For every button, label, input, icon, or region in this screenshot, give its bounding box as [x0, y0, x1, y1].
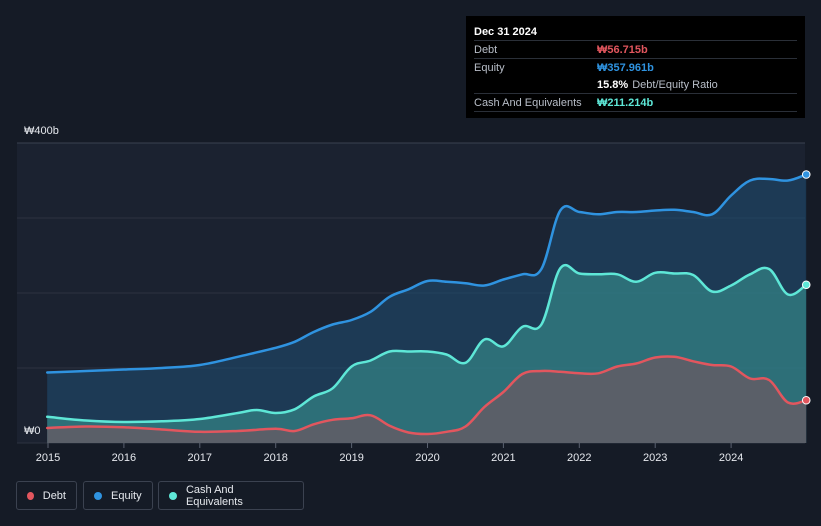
x-axis: 2015 2016 2017 2018 2019 2020 2021 2022 2023 2024	[36, 443, 743, 464]
tooltip-equity-row: Equity ₩357.961b	[474, 58, 797, 76]
y-tick-label-zero: ₩0	[24, 425, 41, 437]
legend-cash[interactable]: Cash And Equivalents	[158, 481, 304, 510]
tooltip-cash-label: Cash And Equivalents	[474, 96, 582, 109]
x-tick-label: 2024	[719, 452, 743, 464]
x-tick-label: 2019	[339, 452, 363, 464]
tooltip-debt-row: Debt ₩56.715b	[474, 40, 797, 58]
tooltip-cash-value: ₩211.214b	[597, 96, 654, 109]
debt-legend-dot	[27, 491, 34, 500]
cash-and-equivalents-line	[45, 263, 808, 424]
tooltip-debt-label: Debt	[474, 43, 498, 56]
y-tick-label-max: ₩400b	[24, 125, 59, 137]
legend-equity[interactable]: Equity	[83, 481, 153, 510]
x-tick-label: 2015	[36, 452, 60, 464]
debt-area	[47, 356, 807, 443]
tooltip-debt-value: ₩56.715b	[597, 43, 648, 56]
legend-equity-label: Equity	[111, 489, 142, 502]
x-tick-label: 2016	[112, 452, 136, 464]
tooltip-panel: Dec 31 2024 Debt ₩56.715b Equity ₩357.96…	[466, 16, 805, 118]
tooltip-ratio-value: 15.8%	[597, 78, 629, 91]
legend-cash-label: Cash And Equivalents	[185, 483, 243, 508]
tooltip-equity-label: Equity	[474, 61, 505, 74]
tooltip-date: Dec 31 2024	[474, 26, 537, 38]
debt-line	[45, 355, 808, 436]
cash-legend-dot	[169, 491, 177, 500]
equity-line	[45, 173, 808, 374]
series-lines	[45, 173, 808, 436]
legend-debt-label: Debt	[42, 489, 66, 502]
tooltip-ratio-label: Debt/Equity Ratio	[632, 78, 718, 91]
equity-legend-dot	[94, 491, 102, 500]
legend-debt[interactable]: Debt	[16, 481, 77, 510]
cash-and-equivalents-endpoint	[801, 280, 811, 290]
tooltip-equity-value: ₩357.961b	[597, 61, 654, 74]
x-tick-label: 2021	[491, 452, 515, 464]
series-endpoints	[801, 170, 811, 405]
tooltip-cash-row: Cash And Equivalents ₩211.214b	[474, 93, 797, 112]
series-areas	[47, 174, 807, 443]
x-tick-label: 2022	[567, 452, 591, 464]
equity-endpoint	[801, 170, 811, 179]
tooltip-ratio-row: 15.8% Debt/Equity Ratio	[474, 76, 797, 93]
debt-endpoint	[801, 395, 811, 405]
x-tick-label: 2023	[643, 452, 667, 464]
x-tick-label: 2020	[415, 452, 439, 464]
x-tick-label: 2017	[188, 452, 212, 464]
x-tick-label: 2018	[263, 452, 287, 464]
